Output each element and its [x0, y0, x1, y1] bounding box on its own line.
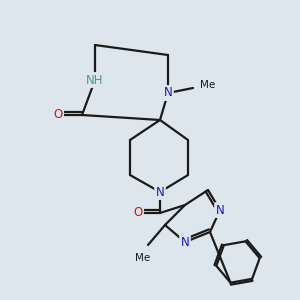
- Text: N: N: [181, 236, 189, 248]
- Text: NH: NH: [86, 74, 104, 86]
- Text: N: N: [216, 203, 224, 217]
- Text: O: O: [134, 206, 142, 220]
- Text: N: N: [164, 86, 172, 100]
- Text: N: N: [156, 185, 164, 199]
- Text: O: O: [53, 109, 63, 122]
- Text: Me: Me: [200, 80, 215, 90]
- Text: Me: Me: [135, 253, 151, 263]
